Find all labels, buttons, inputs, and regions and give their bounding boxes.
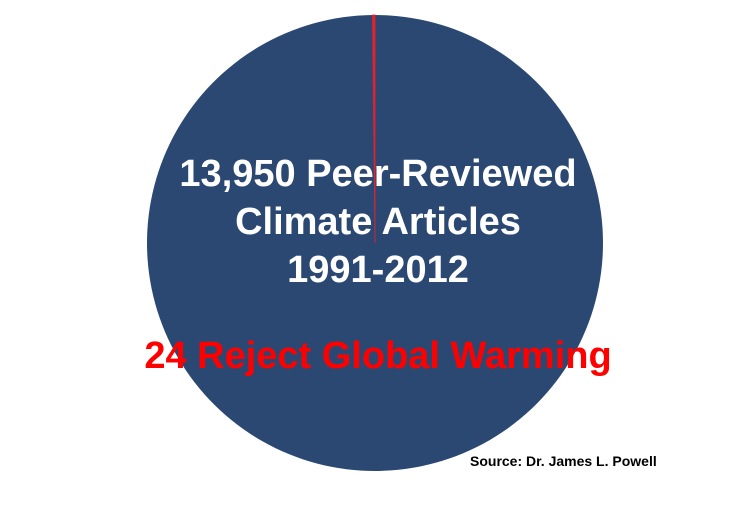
pie-slice-reject bbox=[372, 14, 376, 244]
reject-annotation: 24 Reject Global Warming bbox=[144, 335, 612, 377]
title-line-2: Climate Articles bbox=[235, 201, 521, 243]
title-line-3: 1991-2012 bbox=[287, 249, 469, 291]
chart-title: 13,950 Peer-Reviewed Climate Articles 19… bbox=[0, 150, 756, 294]
source-credit: Source: Dr. James L. Powell bbox=[470, 453, 657, 469]
title-line-1: 13,950 Peer-Reviewed bbox=[179, 153, 577, 195]
